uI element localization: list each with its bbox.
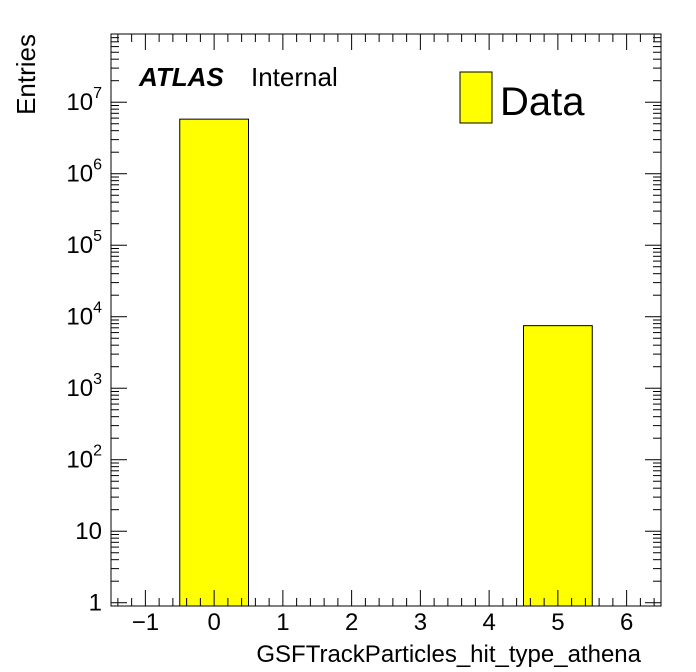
axis-ticks: [111, 33, 661, 607]
x-tick-label: 4: [482, 609, 495, 636]
y-tick-label: 104: [66, 300, 102, 331]
y-tick-label: 1: [89, 590, 102, 617]
y-tick-label: 10: [75, 518, 102, 545]
bars-layer: [179, 118, 593, 607]
x-tick-label: 6: [620, 609, 633, 636]
y-tick-label: 106: [66, 157, 102, 188]
y-tick-label: 107: [66, 85, 102, 116]
atlas-status-label: Internal: [251, 62, 338, 92]
y-tick-label: 102: [66, 443, 102, 474]
y-axis-label: Entries: [11, 34, 41, 115]
histogram-bar: [523, 325, 593, 607]
x-tick-labels: −1 0 1 2 3 4 5 6: [132, 609, 634, 636]
x-tick-label: 5: [551, 609, 564, 636]
y-tick-label: 105: [66, 228, 102, 259]
legend-swatch: [459, 71, 493, 124]
x-tick-label: −1: [132, 609, 159, 636]
x-tick-label: 1: [276, 609, 289, 636]
x-tick-label: 0: [207, 609, 220, 636]
legend-label: Data: [500, 80, 585, 124]
x-tick-label: 3: [414, 609, 427, 636]
histogram-bar: [179, 118, 249, 607]
x-axis-label: GSFTrackParticles_hit_type_athena: [256, 641, 641, 668]
atlas-label: ATLAS: [138, 62, 224, 92]
x-tick-label: 2: [345, 609, 358, 636]
y-tick-label: 103: [66, 371, 102, 402]
y-tick-labels: 1 10 102 103 104 105 106 107: [66, 85, 102, 617]
